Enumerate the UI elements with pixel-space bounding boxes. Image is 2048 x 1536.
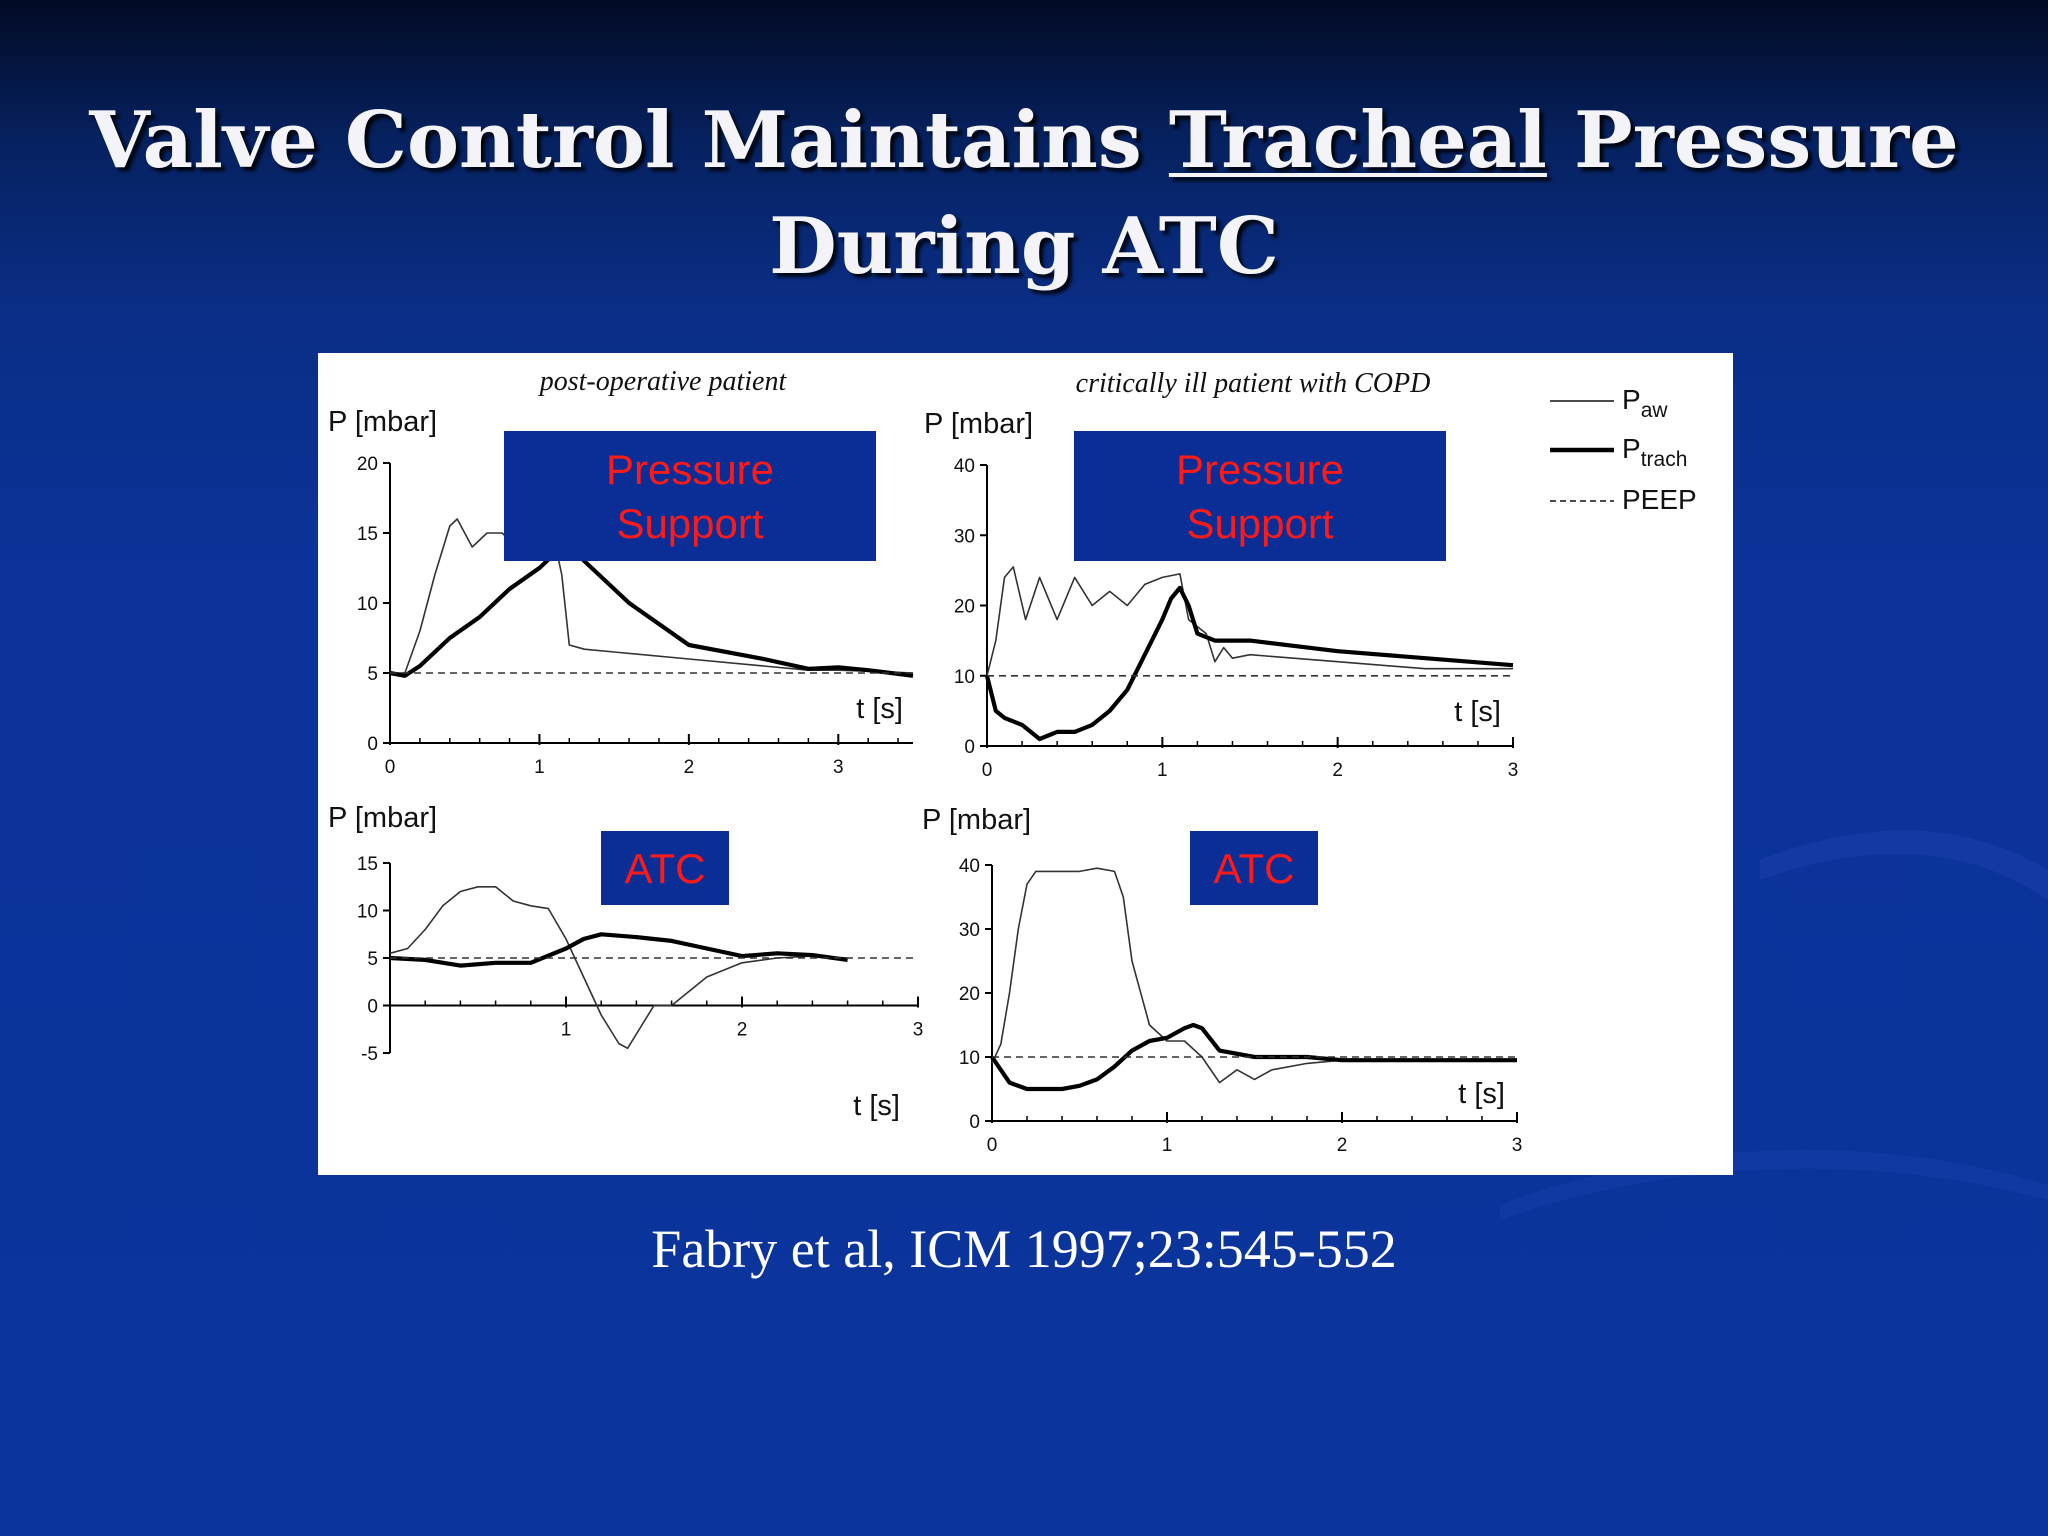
- chart-panel-3: -5 0 5 10 15 1 2 3 P [mbar] t [s] ATC: [328, 802, 923, 1122]
- x-tick-label: 3: [1508, 760, 1519, 781]
- x-tick-label: 1: [561, 1020, 572, 1041]
- y-axis-label: P [mbar]: [328, 406, 437, 438]
- x-tick-label: 3: [1512, 1135, 1523, 1156]
- x-tick-label: 0: [385, 757, 396, 778]
- col-header-right: critically ill patient with COPD: [1076, 368, 1431, 399]
- y-tick-label: 40: [959, 856, 980, 877]
- legend: Paw Ptrach PEEP: [1550, 384, 1697, 515]
- x-tick-label: 2: [737, 1020, 748, 1041]
- y-tick-label: 15: [357, 524, 378, 545]
- y-tick-label: 40: [954, 456, 975, 477]
- legend-entry: Ptrach: [1622, 433, 1687, 471]
- x-tick-label: 2: [684, 757, 695, 778]
- y-tick-label: 10: [357, 594, 378, 615]
- legend-entry: PEEP: [1622, 484, 1697, 515]
- figure-canvas: post-operative patient critically ill pa…: [328, 366, 1697, 1156]
- series-ptrach: [984, 585, 1514, 742]
- y-tick-label: 0: [367, 997, 378, 1018]
- mode-label: ATC: [625, 845, 706, 892]
- y-tick-label: 20: [959, 984, 980, 1005]
- chart-panel-4: 0 10 20 30 40 0 1 2 3 P [mbar] t [s] ATC: [922, 804, 1522, 1156]
- series-ptrach: [389, 544, 914, 678]
- mode-label: ATC: [1214, 845, 1295, 892]
- series-paw: [991, 867, 1517, 1084]
- mode-label: Pressure Support: [606, 446, 774, 547]
- x-tick-label: 2: [1332, 760, 1343, 781]
- mode-label-box: [504, 431, 876, 561]
- y-tick-label: 5: [367, 664, 378, 685]
- citation: Fabry et al, ICM 1997;23:545-552: [651, 1219, 1397, 1279]
- col-header-left: post-operative patient: [538, 366, 788, 397]
- mode-label: Pressure Support: [1176, 446, 1344, 547]
- y-axis-label: P [mbar]: [922, 804, 1031, 836]
- title-underlined-word: Tracheal: [1168, 95, 1547, 186]
- y-tick-label: 10: [954, 667, 975, 688]
- y-tick-label: 30: [959, 920, 980, 941]
- x-tick-label: 1: [1162, 1135, 1173, 1156]
- chart-panel-2: 0 10 20 30 40 0 1 2 3 P [mbar] t [s] Pressure Suppor…: [924, 408, 1518, 781]
- legend-entry: Paw: [1622, 384, 1668, 422]
- series-paw: [389, 885, 848, 1050]
- x-tick-label: 0: [987, 1135, 998, 1156]
- x-tick-label: 3: [913, 1020, 924, 1041]
- mode-label-box: [1190, 831, 1318, 905]
- title-part2: Pressure: [1546, 95, 1959, 186]
- series-ptrach: [389, 932, 848, 968]
- title-line2: During ATC: [769, 201, 1279, 292]
- x-tick-label: 1: [1157, 760, 1168, 781]
- y-tick-label: 15: [357, 854, 378, 875]
- x-axis-label: t [s]: [1454, 696, 1501, 728]
- x-axis-label: t [s]: [1458, 1078, 1505, 1110]
- y-axis-label: P [mbar]: [924, 408, 1033, 440]
- y-tick-label: 10: [959, 1048, 980, 1069]
- series-paw: [986, 566, 1513, 676]
- x-tick-label: 0: [982, 760, 993, 781]
- x-tick-label: 1: [534, 757, 545, 778]
- y-tick-label: 20: [954, 597, 975, 618]
- y-tick-label: 0: [367, 734, 378, 755]
- x-axis-label: t [s]: [856, 693, 903, 725]
- chart-panel-1: 0 5 10 15 20 0 1 2 3 P [mbar] t [s] Pressure Support: [328, 406, 914, 778]
- x-tick-label: 3: [833, 757, 844, 778]
- mode-label-box: [1074, 431, 1446, 561]
- x-tick-label: 2: [1337, 1135, 1348, 1156]
- y-tick-label: -5: [361, 1044, 378, 1065]
- x-axis-label: t [s]: [853, 1090, 900, 1122]
- y-tick-label: 20: [357, 454, 378, 475]
- title-part1: Valve Control Maintains: [89, 95, 1169, 186]
- y-tick-label: 0: [964, 737, 975, 758]
- y-tick-label: 5: [367, 949, 378, 970]
- slide-title: Valve Control Maintains Tracheal Pressur…: [0, 88, 2048, 300]
- y-tick-label: 30: [954, 526, 975, 547]
- mode-label-box: [601, 831, 729, 905]
- figure-panel: post-operative patient critically ill pa…: [318, 353, 1733, 1175]
- y-tick-label: 10: [357, 902, 378, 923]
- y-axis-label: P [mbar]: [328, 802, 437, 834]
- y-tick-label: 0: [969, 1112, 980, 1133]
